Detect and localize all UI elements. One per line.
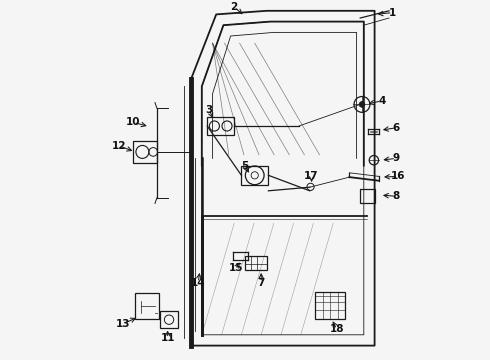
Circle shape <box>359 102 365 107</box>
Text: 18: 18 <box>330 324 344 334</box>
Text: 7: 7 <box>258 278 265 288</box>
Text: 5: 5 <box>242 161 248 171</box>
Text: 17: 17 <box>304 171 319 181</box>
Text: 3: 3 <box>205 105 213 115</box>
Text: 15: 15 <box>229 263 243 273</box>
Text: 11: 11 <box>160 333 175 343</box>
Text: 1: 1 <box>389 8 396 18</box>
Text: 9: 9 <box>392 153 400 163</box>
Text: 12: 12 <box>112 141 126 151</box>
Text: 10: 10 <box>126 117 141 127</box>
Text: 8: 8 <box>392 191 400 201</box>
Text: 16: 16 <box>391 171 405 181</box>
Text: 14: 14 <box>191 278 205 288</box>
Text: 6: 6 <box>392 123 400 133</box>
Text: 4: 4 <box>378 96 386 106</box>
Text: 13: 13 <box>115 319 130 329</box>
Text: 2: 2 <box>231 2 238 12</box>
